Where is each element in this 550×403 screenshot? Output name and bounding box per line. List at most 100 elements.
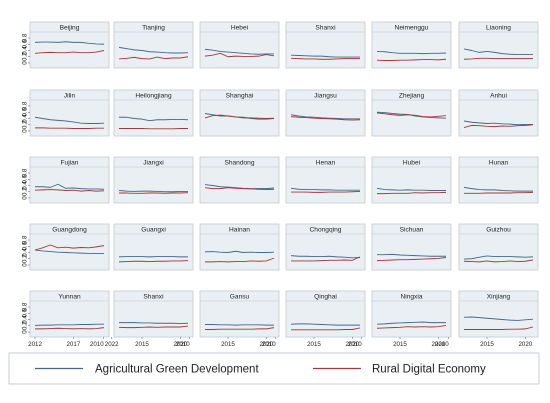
x-tick-label: 2020: [345, 341, 359, 348]
panel-frame: [113, 290, 194, 338]
panel-guangdong: Guangdong 00.20.40.60.8: [22, 223, 110, 271]
panel-title: Anhui: [490, 92, 507, 99]
y-tick-label: 0: [22, 61, 29, 65]
series-line-digital: [34, 50, 105, 54]
panel-guizhou: Guizhou: [458, 223, 539, 271]
series-line-digital: [463, 259, 534, 263]
x-tick-label: 2010: [176, 341, 190, 348]
panel-title: Yunnan: [58, 293, 81, 300]
y-tick-label: 0.6: [22, 39, 29, 48]
panel-title: Hainan: [229, 226, 250, 233]
x-tick-label: 2022: [105, 341, 119, 348]
panel-shandong: Shandong: [199, 156, 280, 204]
y-tick-label: 0.2: [22, 187, 29, 196]
x-tick-label: 2015: [307, 341, 321, 348]
panel-title: Xinjiang: [487, 293, 511, 300]
series-line-digital: [118, 56, 189, 60]
panel-frame: [199, 223, 280, 271]
series-line-agri: [290, 54, 360, 58]
series-line-digital: [205, 257, 275, 263]
panel-title: Shanxi: [143, 293, 164, 300]
panel-frame: [285, 21, 366, 69]
panel-frame: [113, 156, 194, 204]
panel-anhui: Anhui: [458, 89, 539, 137]
panel-title: Qinghai: [314, 293, 337, 300]
series-line-agri: [377, 253, 446, 257]
panel-frame: [29, 21, 110, 69]
panel-sichuan: Sichuan: [371, 223, 452, 271]
y-tick-label: 0.6: [22, 308, 29, 317]
series-line-digital: [118, 260, 189, 263]
series-line-digital: [463, 57, 533, 60]
panel-jiangsu: Jiangsu: [285, 89, 366, 137]
y-tick-label: 0.4: [22, 46, 29, 55]
panel-title: Ningxia: [401, 293, 423, 300]
x-tick-label: 2010: [435, 341, 449, 348]
panel-title: Shanghai: [226, 92, 254, 99]
panel-hebei: Hebei: [199, 21, 280, 69]
x-tick-label: 2012: [28, 341, 42, 348]
panel-liaoning: Liaoning: [458, 21, 539, 69]
panel-title: Sichuan: [400, 226, 424, 233]
panel-title: Heilongjiang: [135, 92, 172, 99]
panel-frame: [29, 156, 110, 204]
panel-shanghai: Shanghai: [199, 89, 280, 137]
panel-shanxi: Shanxi 2010 2015 2020: [90, 290, 194, 348]
panel-fujian: Fujian 00.20.40.60.8: [22, 156, 110, 204]
panel-hunan: Hunan: [458, 156, 539, 204]
y-tick-label: 0.6: [22, 241, 29, 250]
x-tick-label: 2010: [90, 341, 104, 348]
series-line-digital: [464, 191, 534, 194]
series-line-digital: [34, 244, 105, 251]
panel-title: Shanxi: [315, 24, 336, 31]
series-line-digital: [204, 114, 275, 119]
panel-frame: [371, 156, 452, 204]
panel-title: Jiangsu: [314, 92, 337, 99]
panel-neimenggu: Neimenggu: [371, 21, 452, 69]
y-tick-label: 0: [22, 129, 29, 133]
panel-qinghai: Qinghai 2010 2015 2020: [262, 290, 366, 348]
series-line-agri: [204, 48, 274, 55]
y-tick-label: 0.4: [22, 315, 29, 324]
legend: Agricultural Green Development Rural Dig…: [8, 352, 540, 385]
series-line-agri: [34, 249, 104, 254]
series-line-digital: [376, 257, 447, 262]
series-line-digital: [376, 112, 447, 118]
series-line-agri: [463, 120, 533, 126]
legend-box: [8, 352, 540, 385]
panel-frame: [371, 290, 452, 338]
panel-frame: [199, 21, 280, 69]
panel-jilin: Jilin 00.20.40.60.8: [22, 89, 110, 137]
series-line-agri: [118, 190, 188, 193]
series-line-digital: [35, 127, 104, 129]
panel-frame: [458, 21, 539, 69]
y-tick-label: 0.8: [22, 302, 29, 311]
y-tick-label: 0: [22, 263, 29, 267]
panel-heilongjiang: Heilongjiang: [113, 89, 194, 137]
panel-yunnan: Yunnan 00.20.40.60.8 2012 2017 2022: [22, 290, 119, 348]
panel-frame: [285, 223, 366, 271]
y-tick-label: 0: [22, 330, 29, 334]
y-tick-label: 0.2: [22, 120, 29, 129]
series-line-agri: [204, 250, 275, 253]
series-line-digital: [204, 187, 275, 191]
panel-title: Guangxi: [141, 226, 166, 233]
series-line-agri: [463, 186, 533, 192]
legend-label-agri: Agricultural Green Development: [95, 364, 259, 376]
x-tick-label: 2010: [262, 341, 276, 348]
series-line-digital: [291, 190, 361, 193]
panel-title: Hunan: [489, 159, 509, 166]
y-tick-label: 0.2: [22, 52, 29, 61]
panel-frame: [458, 156, 539, 204]
y-tick-label: 0.4: [22, 114, 29, 123]
panel-hainan: Hainan: [199, 223, 280, 271]
panel-frame: [199, 89, 280, 137]
legend-label-digital: Rural Digital Economy: [372, 364, 486, 376]
panel-frame: [113, 223, 194, 271]
panel-jiangxi: Jiangxi: [113, 156, 194, 204]
x-tick-label: 2015: [393, 341, 407, 348]
y-tick-label: 0.8: [22, 101, 29, 110]
panel-title: Chongqing: [310, 226, 342, 233]
panel-beijing: Beijing 00.20.40.60.8: [22, 21, 110, 69]
y-tick-label: 0.2: [22, 254, 29, 263]
